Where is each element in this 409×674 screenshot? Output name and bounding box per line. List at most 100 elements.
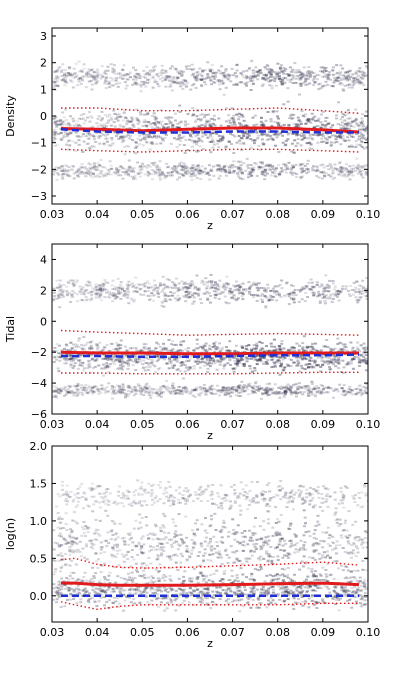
density-cell — [358, 124, 361, 126]
density-cell — [90, 89, 93, 91]
density-cell — [171, 295, 174, 297]
density-cell — [196, 141, 199, 143]
density-cell — [272, 110, 275, 112]
density-cell — [132, 364, 135, 366]
density-cell — [353, 120, 356, 122]
density-cell — [243, 363, 246, 365]
density-cell — [80, 384, 83, 386]
density-cell — [232, 152, 235, 154]
density-cell — [206, 389, 209, 391]
density-cell — [143, 119, 146, 121]
density-cell — [111, 280, 114, 282]
density-cell — [315, 166, 318, 168]
density-cell — [341, 360, 344, 362]
density-cell — [152, 77, 155, 79]
density-cell — [108, 294, 111, 296]
density-cell — [257, 289, 260, 291]
density-cell — [361, 113, 364, 115]
density-cell — [97, 393, 100, 395]
density-cell — [121, 75, 124, 77]
density-cell — [333, 177, 336, 179]
density-cell — [238, 362, 241, 364]
density-cell — [63, 395, 66, 397]
density-cell — [272, 76, 275, 78]
density-cell — [80, 344, 83, 346]
density-cell — [338, 384, 341, 386]
density-cell — [73, 392, 76, 394]
density-cell — [330, 168, 333, 170]
density-cell — [204, 83, 207, 85]
density-cell — [180, 161, 183, 163]
density-cell — [275, 136, 278, 138]
density-cell — [63, 84, 66, 86]
density-cell — [306, 142, 309, 144]
density-cell — [336, 290, 339, 292]
density-cell — [358, 139, 361, 141]
density-cell — [170, 143, 173, 145]
density-cell — [263, 78, 266, 80]
density-cell — [181, 73, 184, 75]
density-cell — [363, 148, 366, 150]
density-cell — [104, 135, 107, 137]
density-cell — [113, 69, 116, 71]
density-cell — [184, 139, 187, 141]
density-cell — [92, 367, 95, 369]
density-cell — [229, 122, 232, 124]
density-cell — [325, 142, 328, 144]
density-cell — [142, 360, 145, 362]
density-cell — [216, 360, 219, 362]
density-cell — [173, 292, 176, 294]
density-cell — [139, 77, 142, 79]
density-cell — [134, 393, 137, 395]
density-cell — [213, 115, 216, 117]
density-cell — [320, 141, 323, 143]
density-cell — [164, 298, 167, 300]
density-cell — [300, 172, 303, 174]
density-cell — [319, 70, 322, 72]
density-cell — [101, 76, 104, 78]
density-cell — [112, 110, 115, 112]
density-cell — [355, 144, 358, 146]
density-cell — [300, 288, 303, 290]
density-cell — [131, 390, 134, 392]
density-cell — [128, 121, 131, 123]
density-cell — [124, 75, 127, 77]
density-cell — [78, 168, 81, 170]
density-cell — [317, 387, 320, 389]
density-cell — [295, 343, 298, 345]
density-cell — [319, 164, 322, 166]
density-cell — [267, 111, 270, 113]
density-cell — [301, 393, 304, 395]
density-cell — [330, 141, 333, 143]
density-cell — [88, 348, 91, 350]
density-cell — [63, 116, 66, 118]
density-cell — [61, 291, 64, 293]
density-cell — [331, 124, 334, 126]
density-cell — [224, 76, 227, 78]
density-cell — [295, 365, 298, 367]
x-tick-label: 0.09 — [311, 418, 336, 431]
density-cell — [196, 115, 199, 117]
density-cell — [156, 83, 159, 85]
density-cell — [290, 79, 293, 81]
density-cell — [360, 285, 363, 287]
density-cell — [52, 288, 55, 290]
density-cell — [158, 367, 161, 369]
y-tick-label: 1 — [40, 83, 47, 96]
density-cell — [106, 66, 109, 68]
density-cell — [358, 365, 361, 367]
density-cell — [266, 284, 269, 286]
density-cell — [191, 64, 194, 66]
density-cell — [184, 348, 187, 350]
density-cell — [229, 364, 232, 366]
density-cell — [219, 364, 222, 366]
density-cell — [301, 110, 304, 112]
density-cell — [265, 361, 268, 363]
density-cell — [95, 283, 98, 285]
density-cell — [357, 392, 360, 394]
density-cell — [219, 168, 222, 170]
density-cell — [76, 293, 79, 295]
density-cell — [252, 70, 255, 72]
density-cell — [168, 360, 171, 362]
density-cell — [191, 303, 194, 305]
